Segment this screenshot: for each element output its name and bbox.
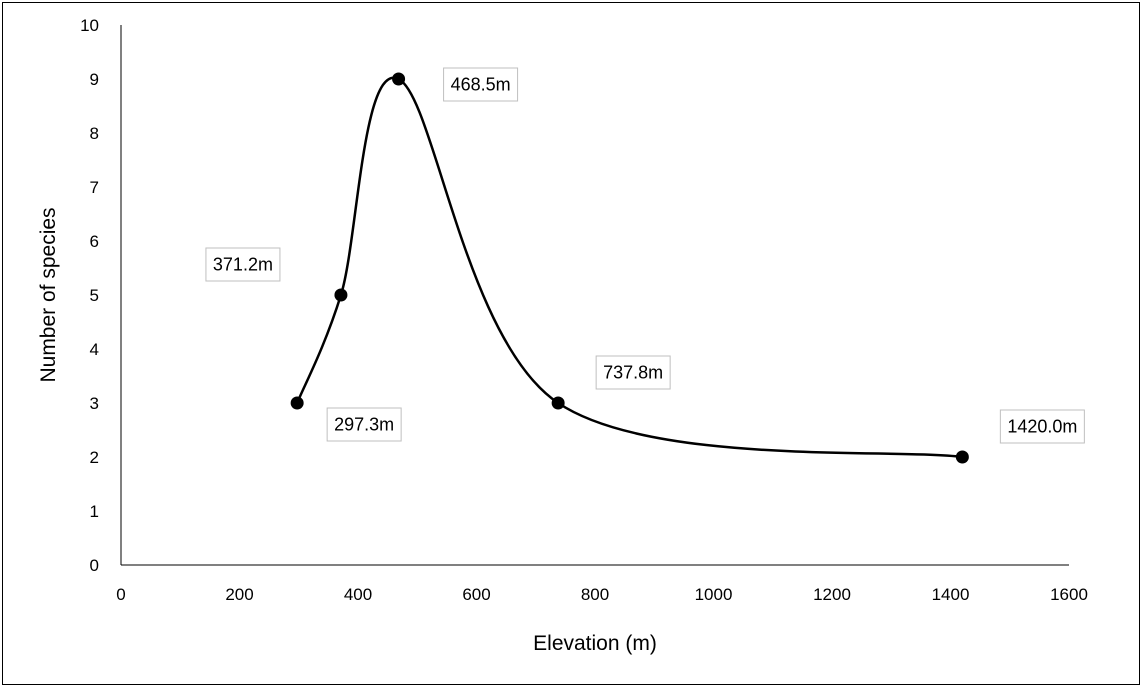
y-tick-label: 3: [90, 394, 99, 413]
x-tick-label: 400: [344, 585, 372, 604]
x-tick-label: 1000: [695, 585, 733, 604]
y-axis-title: Number of species: [37, 207, 60, 382]
y-tick-label: 8: [90, 124, 99, 143]
x-tick-label: 800: [581, 585, 609, 604]
y-tick-label: 5: [90, 286, 99, 305]
series: [290, 72, 969, 464]
data-label: 371.2m: [205, 247, 281, 282]
ticks: 0 200 400 600 800 1000 1200 1400 1600 0 1 2 3 4 5 6 7 8 9 1…: [80, 16, 1088, 604]
data-label-box: [999, 409, 1085, 444]
data-label-text: 737.8m: [603, 363, 663, 383]
annotations: 297.3m 371.2m 468.5m 737.8m 1420.0m: [205, 67, 1085, 444]
chart-svg: 0 200 400 600 800 1000 1200 1400 1600 0 1 2 3 4 5 6 7 8 9 1…: [37, 16, 1088, 655]
data-label-box: [443, 67, 519, 102]
y-tick-label: 0: [90, 556, 99, 575]
series-line: [295, 76, 963, 459]
data-point: [334, 288, 348, 302]
data-label: 468.5m: [443, 67, 519, 102]
data-point: [955, 450, 969, 464]
data-point: [551, 396, 565, 410]
axes: [120, 25, 1069, 566]
data-point: [290, 396, 304, 410]
data-label: 737.8m: [595, 355, 671, 390]
data-label: 1420.0m: [999, 409, 1085, 444]
x-tick-label: 200: [225, 585, 253, 604]
data-label-box: [205, 247, 281, 282]
data-label-box: [326, 407, 402, 442]
data-label-text: 468.5m: [451, 75, 511, 95]
data-label-text: 1420.0m: [1007, 417, 1077, 437]
y-tick-label: 10: [80, 16, 99, 35]
x-axis-title: Elevation (m): [533, 632, 657, 655]
data-label: 297.3m: [326, 407, 402, 442]
x-tick-label: 1200: [813, 585, 851, 604]
x-tick-label: 0: [116, 585, 125, 604]
y-tick-label: 6: [90, 232, 99, 251]
x-tick-label: 600: [462, 585, 490, 604]
data-label-text: 297.3m: [334, 415, 394, 435]
y-tick-label: 2: [90, 448, 99, 467]
data-point: [392, 72, 406, 86]
y-tick-label: 1: [90, 502, 99, 521]
y-tick-label: 4: [90, 340, 99, 359]
x-tick-label: 1600: [1050, 585, 1088, 604]
y-tick-label: 9: [90, 70, 99, 89]
x-tick-label: 1400: [932, 585, 970, 604]
y-tick-label: 7: [90, 178, 99, 197]
data-label-box: [595, 355, 671, 390]
data-label-text: 371.2m: [213, 255, 273, 275]
